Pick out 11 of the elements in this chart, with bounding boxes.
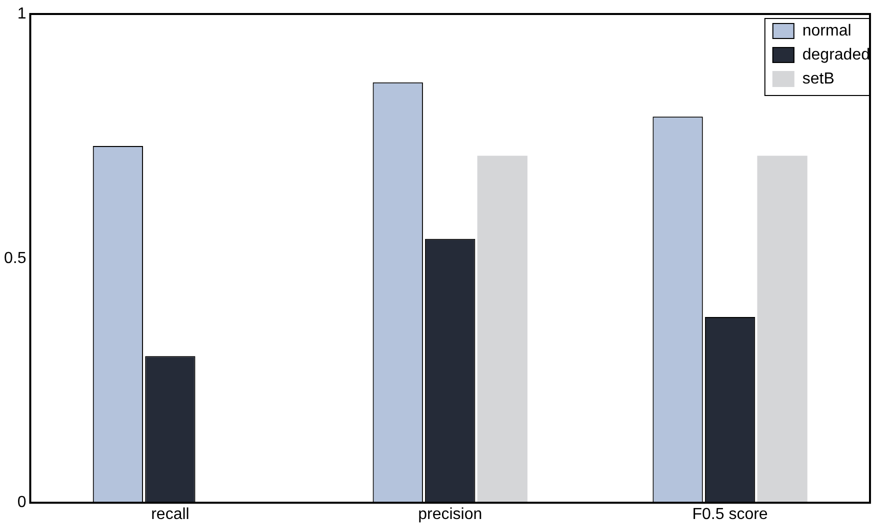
legend-label: degraded bbox=[802, 46, 870, 64]
legend-label: setB bbox=[802, 70, 834, 88]
bar bbox=[757, 156, 808, 503]
legend-label: normal bbox=[802, 22, 852, 40]
y-tick-label: 0.5 bbox=[4, 250, 26, 267]
x-tick-label: recall bbox=[151, 506, 190, 523]
bar bbox=[477, 156, 528, 503]
y-tick-label: 1 bbox=[17, 5, 26, 22]
x-tick-label: precision bbox=[418, 506, 482, 523]
y-tick-label: 0 bbox=[17, 494, 26, 512]
x-tick-label: F0.5 score bbox=[692, 506, 768, 523]
